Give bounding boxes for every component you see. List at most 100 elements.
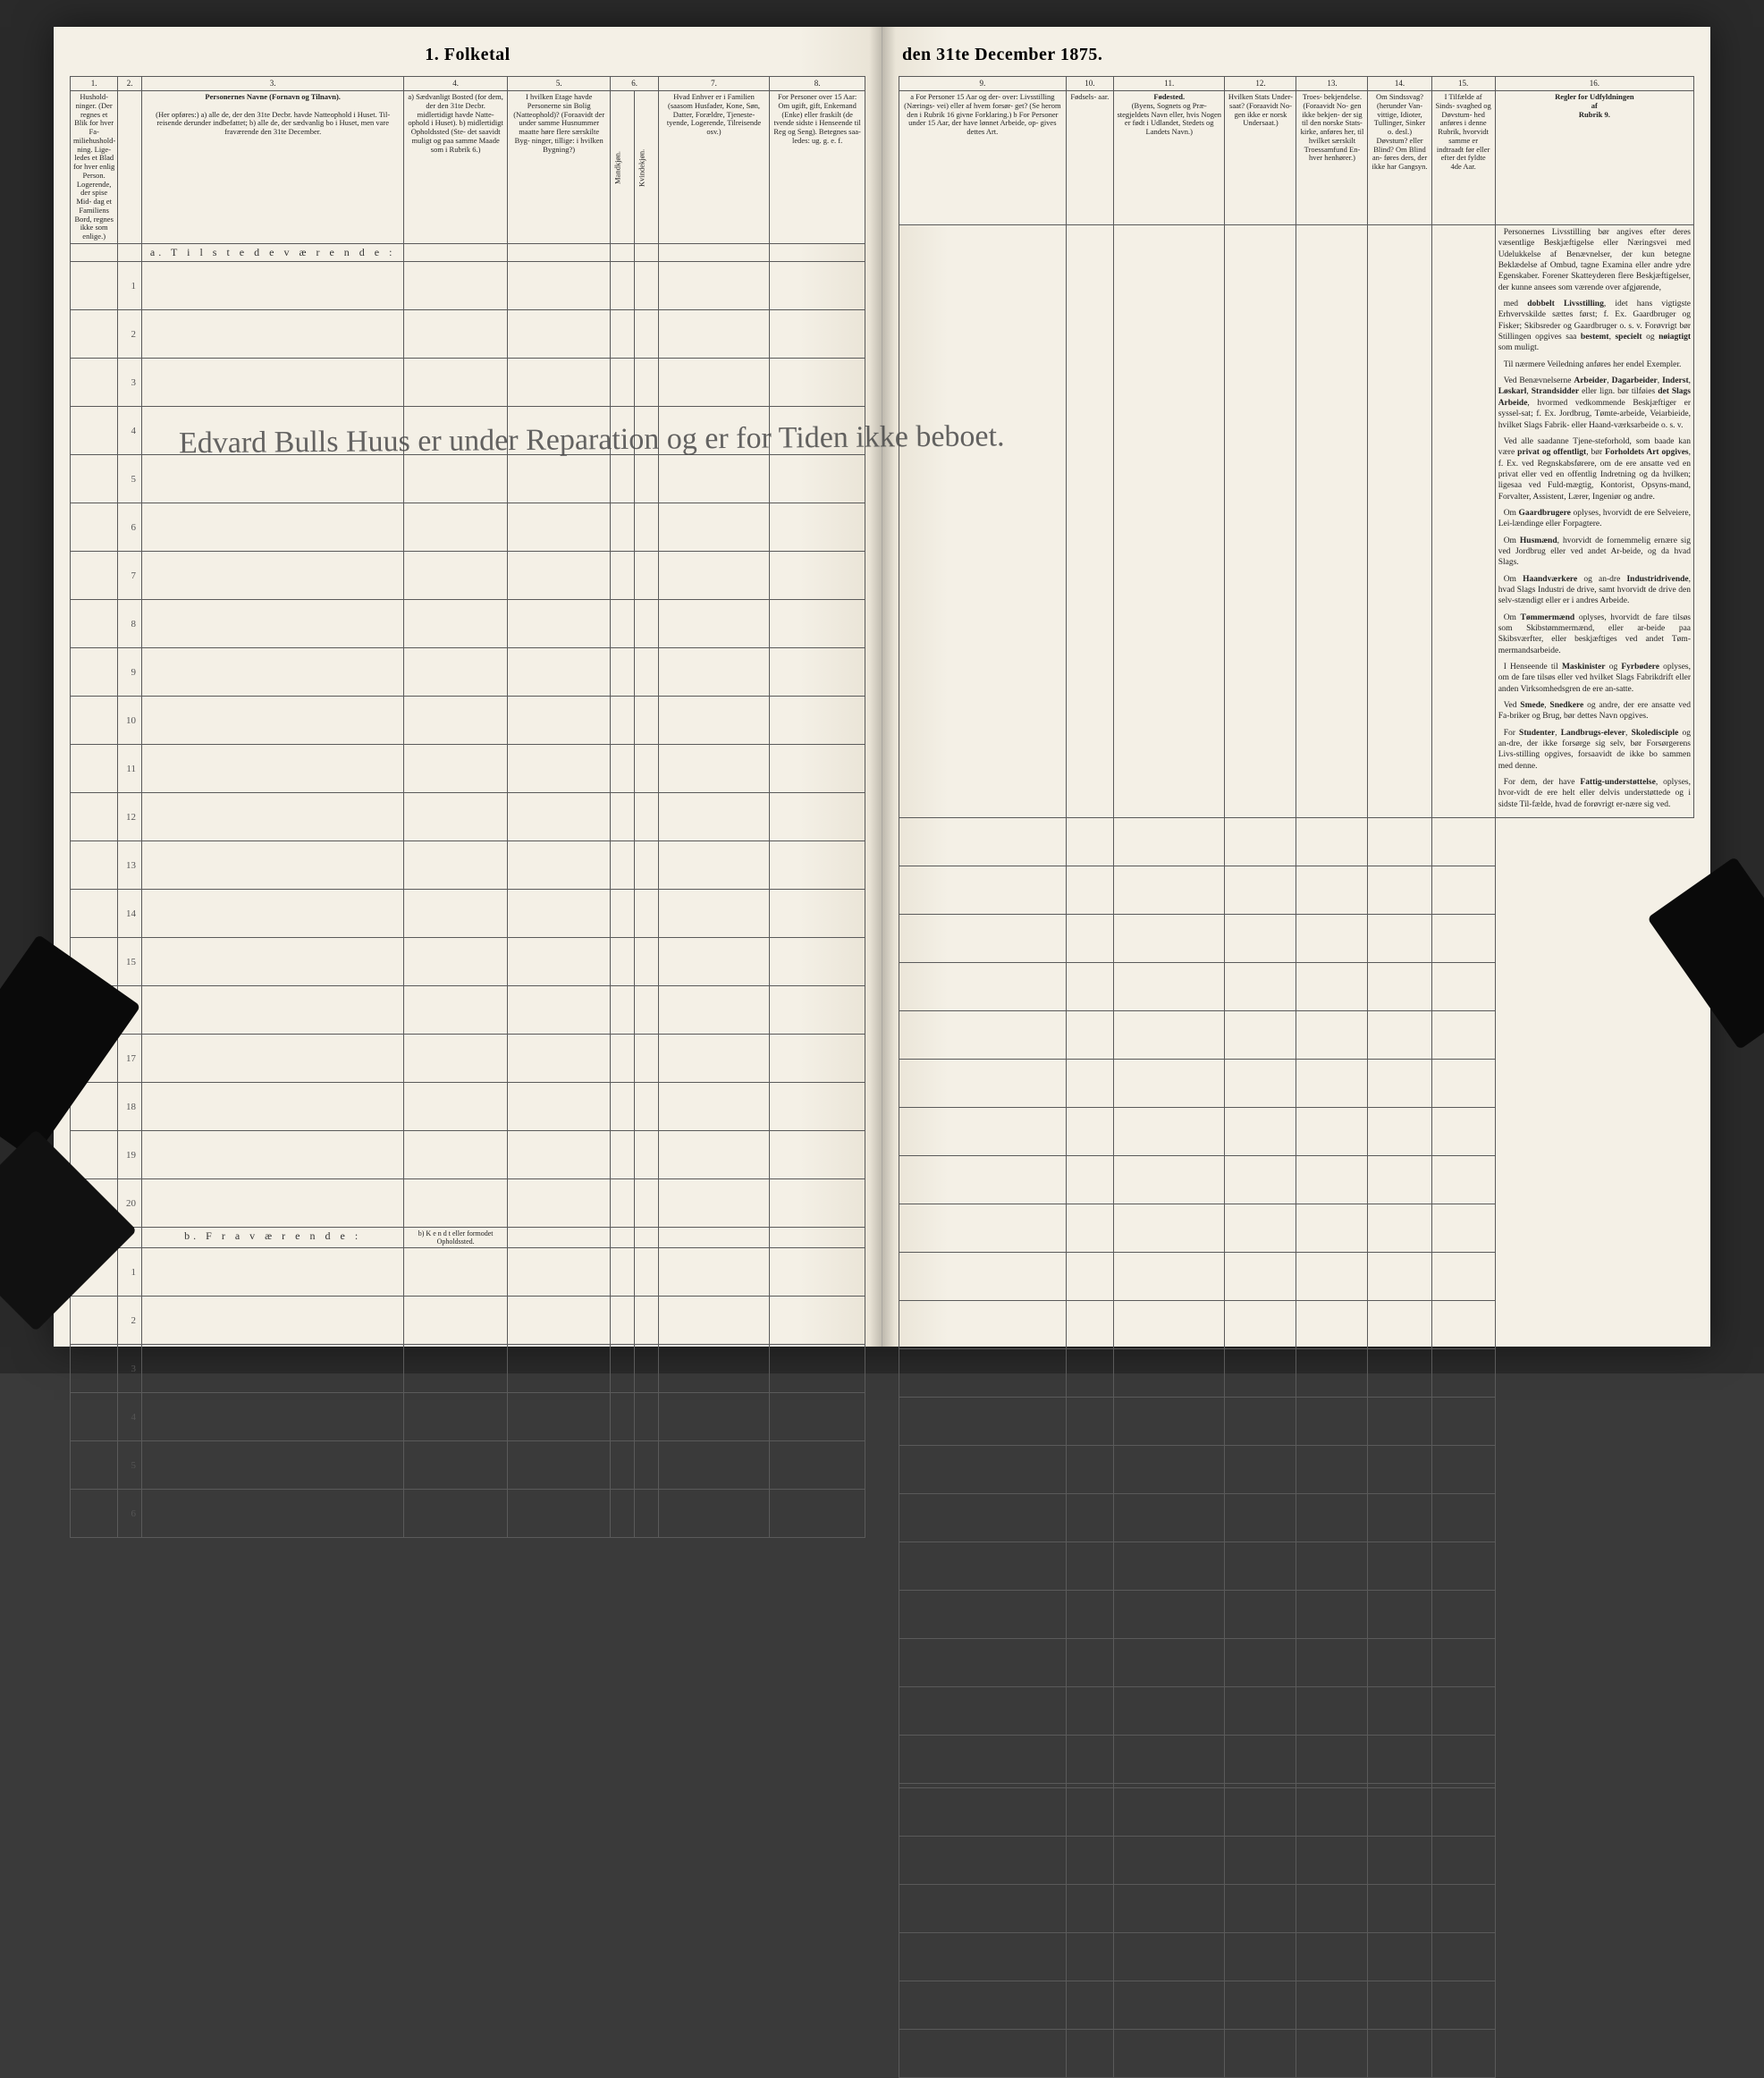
header-12: Hvilken Stats Under- saat? (Foraavidt No… bbox=[1225, 91, 1296, 225]
table-row: 10 bbox=[71, 697, 865, 745]
colnum-3: 3. bbox=[141, 77, 403, 91]
table-row: 15 bbox=[71, 938, 865, 986]
colnum-11: 11. bbox=[1114, 77, 1225, 91]
table-row: 2 bbox=[71, 310, 865, 359]
section-b-col4-note: b) K e n d t eller formodet Opholdssted. bbox=[404, 1228, 508, 1248]
column-number-row-r: 9. 10. 11. 12. 13. 14. 15. 16. bbox=[899, 77, 1694, 91]
header-7: Hvad Enhver er i Familien (saasom Husfad… bbox=[658, 91, 769, 244]
table-row bbox=[899, 1253, 1694, 1301]
header-10: Fødsels- aar. bbox=[1066, 91, 1113, 225]
rubrik16-paragraph: Ved Smede, Snedkere og andre, der ere an… bbox=[1498, 700, 1691, 722]
table-row bbox=[899, 1446, 1694, 1494]
colnum-6: 6. bbox=[611, 77, 658, 91]
table-row: 12 bbox=[71, 793, 865, 841]
table-row: 1 bbox=[71, 262, 865, 310]
row-number: 15 bbox=[118, 938, 142, 986]
table-row bbox=[899, 1639, 1694, 1687]
header-1: Hushold- ninger. (Der regnes et Blik for… bbox=[71, 91, 118, 244]
colnum-16: 16. bbox=[1495, 77, 1693, 91]
row-number: 19 bbox=[118, 1131, 142, 1179]
rubrik16-paragraph: Ved alle saadanne Tjene-steforhold, som … bbox=[1498, 436, 1691, 503]
row-number: 5 bbox=[118, 1441, 142, 1490]
row-number: 4 bbox=[118, 1393, 142, 1441]
header-2 bbox=[118, 91, 142, 244]
table-row: 14 bbox=[71, 890, 865, 938]
table-row: 16 bbox=[71, 986, 865, 1035]
table-row bbox=[899, 1837, 1694, 1885]
header-row-r: a For Personer 15 Aar og der- over: Livs… bbox=[899, 91, 1694, 225]
table-row: 5 bbox=[71, 1441, 865, 1490]
table-row bbox=[899, 1494, 1694, 1542]
colnum-14: 14. bbox=[1368, 77, 1431, 91]
row-number: 17 bbox=[118, 1035, 142, 1083]
header-16-title: Regler for Udfyldningen af Rubrik 9. bbox=[1555, 92, 1633, 119]
table-row: 13 bbox=[71, 841, 865, 890]
table-row bbox=[899, 818, 1694, 866]
table-row: 18 bbox=[71, 1083, 865, 1131]
table-row: 6 bbox=[71, 1490, 865, 1538]
header-14: Om Sindssvag? (herunder Van- vittige, Id… bbox=[1368, 91, 1431, 225]
section-b-label: b. F r a v æ r e n d e : bbox=[141, 1228, 403, 1248]
table-row: 6 bbox=[71, 503, 865, 552]
table-row: 4 bbox=[71, 407, 865, 455]
colnum-12: 12. bbox=[1225, 77, 1296, 91]
rubrik16-paragraph: med dobbelt Livsstilling, idet hans vigt… bbox=[1498, 299, 1691, 354]
colnum-1: 1. bbox=[71, 77, 118, 91]
page-title-right: den 31te December 1875. bbox=[899, 45, 1694, 65]
header-9: a For Personer 15 Aar og der- over: Livs… bbox=[899, 91, 1067, 225]
table-row: 20 bbox=[71, 1179, 865, 1228]
table-row: 9 bbox=[71, 648, 865, 697]
table-row: 3 bbox=[71, 1345, 865, 1393]
rubrik16-paragraph: Om Gaardbrugere oplyses, hvorvidt de ere… bbox=[1498, 508, 1691, 530]
header-4: a) Sædvanligt Bosted (for dem, der den 3… bbox=[404, 91, 508, 244]
header-6b: Kvindekjøn. bbox=[635, 91, 659, 244]
table-row bbox=[899, 1060, 1694, 1108]
table-row: 17 bbox=[71, 1035, 865, 1083]
header-16: Regler for Udfyldningen af Rubrik 9. bbox=[1495, 91, 1693, 225]
row-number: 6 bbox=[118, 503, 142, 552]
row-number: 4 bbox=[118, 407, 142, 455]
rubrik16-paragraph: Om Haandværkere og an-dre Industridriven… bbox=[1498, 574, 1691, 607]
row-number: 13 bbox=[118, 841, 142, 890]
table-row bbox=[899, 1736, 1694, 1784]
section-a-row: a. T i l s t e d e v æ r e n d e : bbox=[71, 244, 865, 262]
table-row bbox=[899, 1885, 1694, 1933]
header-row: Hushold- ninger. (Der regnes et Blik for… bbox=[71, 91, 865, 244]
table-row bbox=[899, 1933, 1694, 1981]
row-number: 6 bbox=[118, 1490, 142, 1538]
table-row bbox=[899, 1981, 1694, 2030]
colnum-10: 10. bbox=[1066, 77, 1113, 91]
census-form-left: 1. 2. 3. 4. 5. 6. 7. 8. Hushold- ninger.… bbox=[70, 76, 865, 1538]
row-number: 11 bbox=[118, 745, 142, 793]
colnum-9: 9. bbox=[899, 77, 1067, 91]
header-13: Troes- bekjendelse. (Foraavidt No- gen i… bbox=[1296, 91, 1368, 225]
table-row bbox=[899, 866, 1694, 915]
row-number: 7 bbox=[118, 552, 142, 600]
header-5: I hvilken Etage havde Personerne sin Bol… bbox=[507, 91, 611, 244]
row-number: 3 bbox=[118, 359, 142, 407]
rubrik16-paragraph: Personernes Livsstilling bør angives eft… bbox=[1498, 227, 1691, 293]
table-row: 7 bbox=[71, 552, 865, 600]
table-row bbox=[899, 1204, 1694, 1253]
header-11-title: Fødested. bbox=[1153, 92, 1185, 101]
section-b-row: b. F r a v æ r e n d e : b) K e n d t el… bbox=[71, 1228, 865, 1248]
row-number: 18 bbox=[118, 1083, 142, 1131]
colnum-8: 8. bbox=[770, 77, 865, 91]
table-row: 11 bbox=[71, 745, 865, 793]
row-number: 2 bbox=[118, 1297, 142, 1345]
header-6a: Mandkjøn. bbox=[611, 91, 635, 244]
rubrik16-paragraph: Om Tømmermænd oplyses, hvorvidt de fare … bbox=[1498, 612, 1691, 656]
table-row bbox=[899, 1156, 1694, 1204]
colnum-5: 5. bbox=[507, 77, 611, 91]
row-number: 12 bbox=[118, 793, 142, 841]
header-3-body: (Her opføres:) a) alle de, der den 31te … bbox=[156, 110, 390, 137]
table-row bbox=[899, 1591, 1694, 1639]
header-3: Personernes Navne (Fornavn og Tilnavn). … bbox=[141, 91, 403, 244]
row-number: 3 bbox=[118, 1345, 142, 1393]
rubrik16-paragraph: I Henseende til Maskinister og Fyrbødere… bbox=[1498, 662, 1691, 695]
row-number: 5 bbox=[118, 455, 142, 503]
row-number: 14 bbox=[118, 890, 142, 938]
table-row bbox=[899, 1687, 1694, 1736]
section-a-row-r: Personernes Livsstilling bør angives eft… bbox=[899, 225, 1694, 818]
table-row bbox=[899, 1788, 1694, 1837]
